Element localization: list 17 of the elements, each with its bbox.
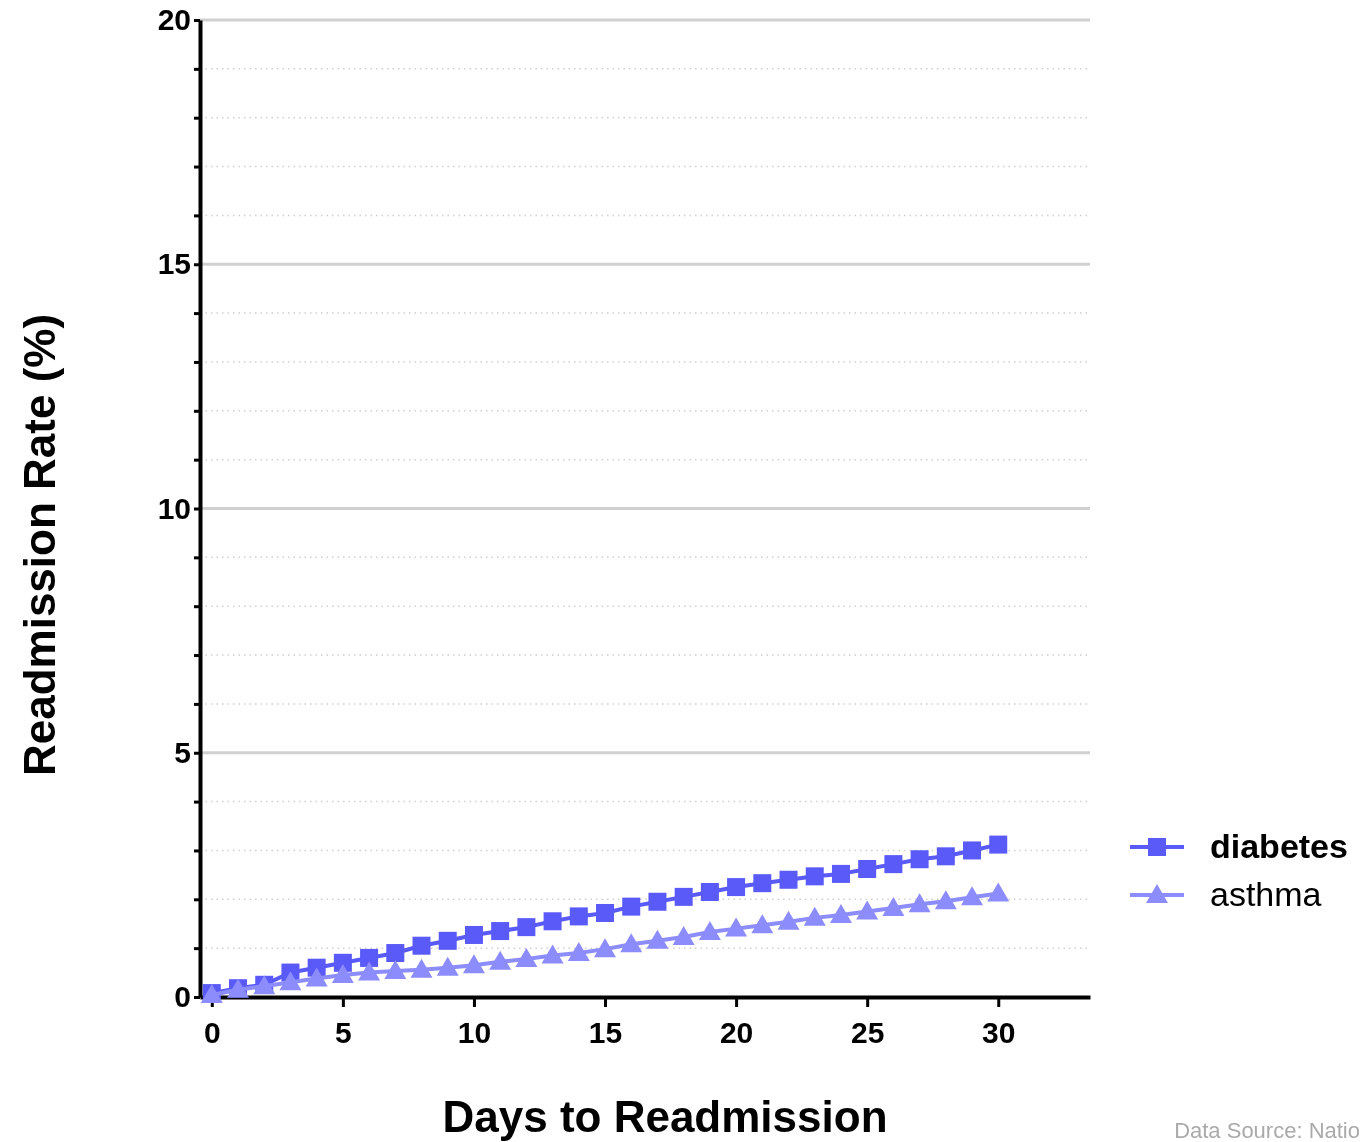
x-axis-title: Days to Readmission (442, 1092, 888, 1141)
source-note: Data Source: Natio (1174, 1118, 1360, 1142)
x-tick-label: 5 (335, 1016, 352, 1049)
y-axis-title: Readmission Rate (%) (15, 313, 64, 777)
y-tick-label: 0 (174, 980, 191, 1014)
x-tick-label: 25 (850, 1016, 885, 1049)
x-tick-label: 15 (588, 1016, 623, 1049)
y-tick-label: 10 (157, 491, 191, 525)
x-tick-label: 20 (719, 1016, 754, 1049)
legend-label: asthma (1210, 875, 1322, 913)
legend-label: diabetes (1210, 827, 1348, 865)
x-tick-label: 0 (203, 1016, 221, 1049)
y-tick-label: 20 (157, 3, 191, 37)
x-tick-label: 30 (982, 1016, 1016, 1049)
y-tick-label: 15 (157, 247, 191, 281)
x-tick-label: 10 (457, 1016, 492, 1049)
y-tick-label: 5 (174, 735, 191, 769)
